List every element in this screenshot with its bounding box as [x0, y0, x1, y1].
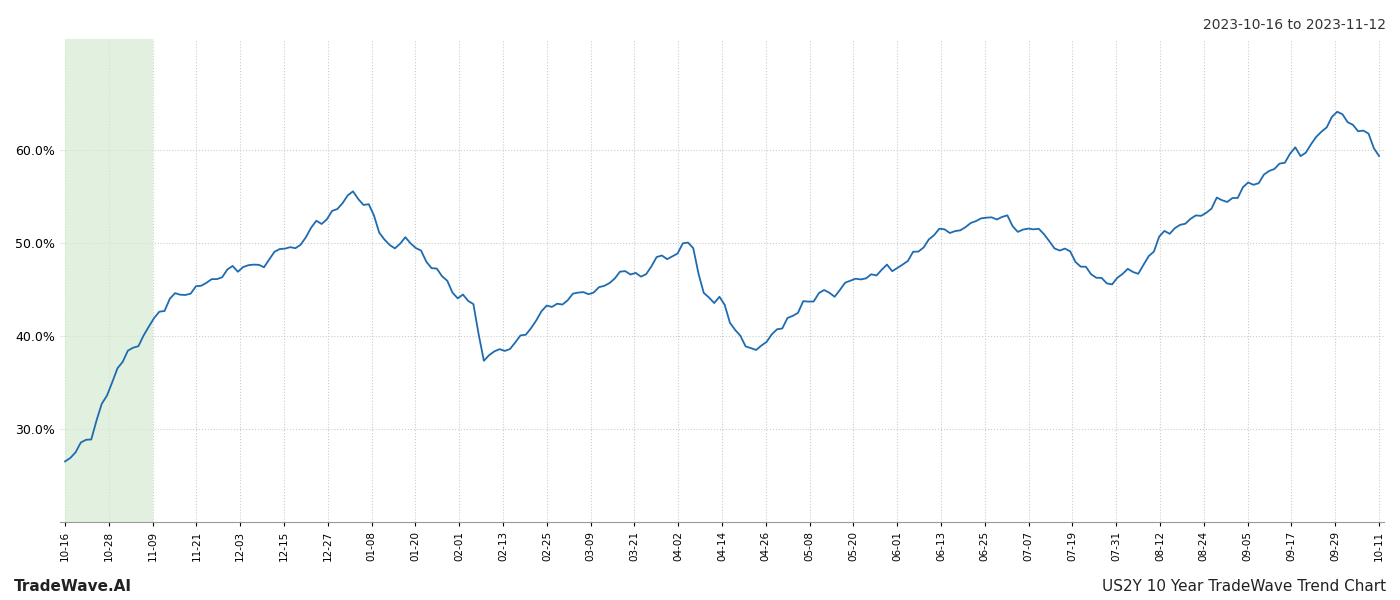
Text: 2023-10-16 to 2023-11-12: 2023-10-16 to 2023-11-12: [1203, 18, 1386, 32]
Bar: [64, 39, 153, 522]
Text: TradeWave.AI: TradeWave.AI: [14, 579, 132, 594]
Text: US2Y 10 Year TradeWave Trend Chart: US2Y 10 Year TradeWave Trend Chart: [1102, 579, 1386, 594]
